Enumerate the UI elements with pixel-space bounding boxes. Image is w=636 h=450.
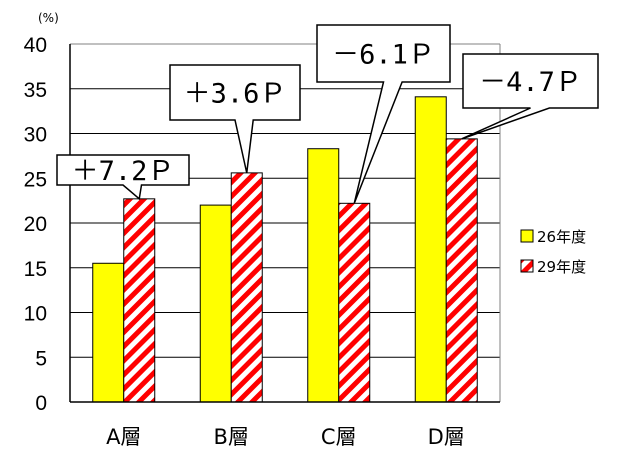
x-axis-categories: A層 B層 C層 D層 xyxy=(106,425,465,449)
y-tick-label: 40 xyxy=(24,34,47,57)
bar-29-1 xyxy=(230,172,263,403)
y-axis-ticks: 0 5 10 15 20 25 30 35 40 xyxy=(24,34,47,415)
change-annotations: ＋7.2Ｐ ＋3.6Ｐ －6.1Ｐ －4.7Ｐ xyxy=(56,24,599,204)
y-axis-unit-label: (%) xyxy=(38,11,59,25)
bar-29-2 xyxy=(338,202,371,403)
legend-box xyxy=(514,219,634,285)
annotation-label: －4.7Ｐ xyxy=(479,67,582,98)
legend-swatch xyxy=(520,229,534,243)
bar-29-0 xyxy=(123,198,156,403)
bar-26-1 xyxy=(199,204,232,403)
bar-26-0 xyxy=(92,262,125,403)
callout-box xyxy=(56,154,190,201)
annotation-label: －6.1Ｐ xyxy=(332,40,435,71)
x-category-label: C層 xyxy=(321,425,357,449)
x-category-label: A層 xyxy=(106,425,141,449)
y-tick-label: 20 xyxy=(24,213,47,236)
annotation-callout: －4.7Ｐ xyxy=(461,53,599,140)
y-tick-label: 35 xyxy=(24,79,47,102)
annotation-label: ＋3.6Ｐ xyxy=(184,79,287,110)
bar-29-3 xyxy=(445,138,478,403)
bar-26-3 xyxy=(414,96,447,403)
callout-box xyxy=(169,64,301,174)
annotation-label: ＋7.2Ｐ xyxy=(72,156,175,187)
annotation-callout: ＋3.6Ｐ xyxy=(169,64,301,174)
legend: 26年度 29年度 xyxy=(514,219,634,285)
legend-swatch xyxy=(520,259,534,273)
y-tick-label: 5 xyxy=(35,347,47,370)
annotation-callout: －6.1Ｐ xyxy=(316,24,451,204)
y-tick-label: 15 xyxy=(24,258,47,281)
y-tick-label: 30 xyxy=(24,124,47,147)
bars xyxy=(92,96,478,403)
x-category-label: B層 xyxy=(214,425,249,449)
x-category-label: D層 xyxy=(428,425,465,449)
bar-26-2 xyxy=(307,148,340,403)
y-tick-label: 0 xyxy=(35,392,47,415)
legend-label: 26年度 xyxy=(537,228,586,246)
callout-box xyxy=(316,24,451,204)
y-tick-label: 10 xyxy=(24,303,47,326)
callout-box xyxy=(461,53,599,140)
annotation-callout: ＋7.2Ｐ xyxy=(56,154,190,201)
y-tick-label: 25 xyxy=(24,168,47,191)
legend-label: 29年度 xyxy=(537,258,586,276)
